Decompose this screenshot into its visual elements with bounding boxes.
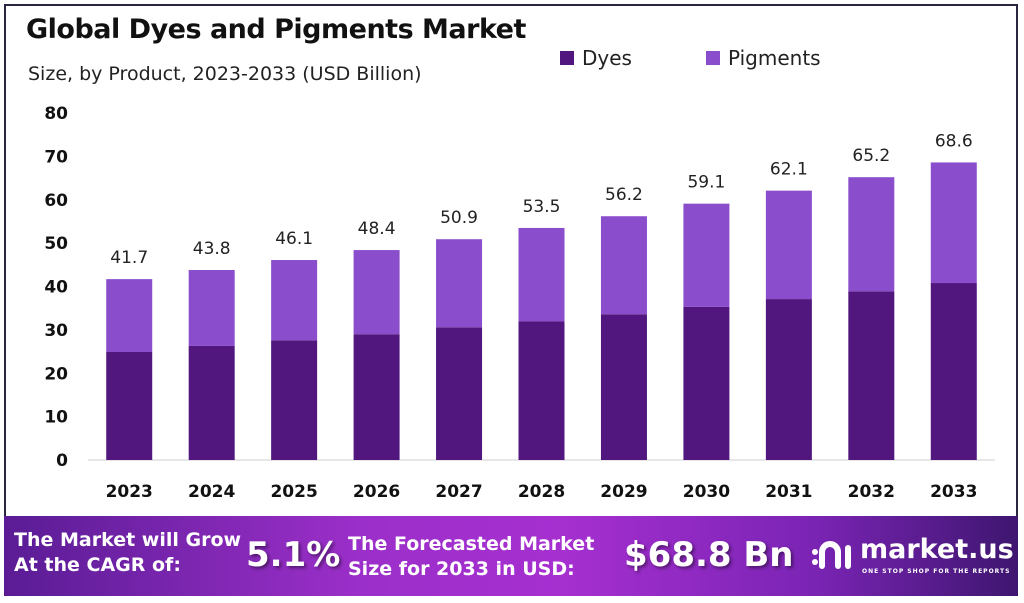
forecast-value: $68.8 Bn [624,535,794,575]
bar-segment-dyes [518,321,565,460]
logo-tagline: ONE STOP SHOP FOR THE REPORTS [862,568,1011,575]
forecast-caption-line1: The Forecasted Market [348,533,595,555]
market-us-logo-icon [812,541,851,569]
y-tick-label: 80 [44,104,68,124]
bar-segment-dyes [600,314,647,460]
legend-item-dyes: Dyes [560,46,632,70]
y-tick-label: 30 [44,321,68,341]
x-tick-label: 2033 [930,482,977,502]
legend-label-dyes: Dyes [582,46,632,70]
chart-title: Global Dyes and Pigments Market [26,14,526,45]
forecast-caption-line2: Size for 2033 in USD: [348,558,575,580]
bar-segment-pigments [271,260,318,341]
bar-segment-dyes [188,345,235,460]
total-data-label: 62.1 [770,160,808,180]
y-tick-label: 0 [56,451,68,471]
cagr-value: 5.1% [246,535,341,575]
legend-swatch-dyes [560,51,574,65]
bar-chart: 0102030405060708041.7202343.8202446.1202… [44,104,995,502]
total-data-label: 53.5 [523,197,561,217]
y-tick-label: 70 [44,147,68,167]
total-data-label: 65.2 [852,146,890,166]
y-tick-label: 20 [44,364,68,384]
y-tick-label: 10 [44,408,68,428]
x-tick-label: 2023 [106,482,153,502]
bar-segment-dyes [930,283,977,460]
total-data-label: 59.1 [687,173,725,193]
bar-segment-dyes [765,299,812,460]
x-tick-label: 2028 [518,482,565,502]
chart-subtitle: Size, by Product, 2023-2033 (USD Billion… [28,63,422,85]
cagr-caption-line1: The Market will Grow [14,529,242,551]
legend-label-pigments: Pigments [728,46,821,70]
bar-segment-pigments [848,177,895,292]
total-data-label: 56.2 [605,185,643,205]
legend-swatch-pigments [706,51,720,65]
bar-segment-pigments [683,203,730,307]
total-data-label: 43.8 [193,239,231,259]
bar-segment-dyes [106,351,153,460]
bar-segment-pigments [188,270,235,346]
logo-text: market.us [860,534,1014,565]
total-data-label: 50.9 [440,208,478,228]
total-data-label: 46.1 [275,229,313,249]
x-tick-label: 2026 [353,482,400,502]
bar-segment-pigments [518,227,565,322]
x-tick-label: 2032 [848,482,895,502]
bar-segment-pigments [930,162,977,284]
bar-segment-dyes [353,334,400,460]
total-data-label: 41.7 [110,248,148,268]
legend-item-pigments: Pigments [706,46,821,70]
bar-segment-pigments [353,250,400,335]
bar-segment-pigments [436,239,483,328]
cagr-caption-line2: At the CAGR of: [14,554,181,576]
x-tick-label: 2027 [435,482,482,502]
bar-segment-dyes [683,306,730,460]
bar-segment-pigments [600,216,647,315]
bar-segment-dyes [848,291,895,460]
x-tick-label: 2025 [270,482,317,502]
total-data-label: 48.4 [358,219,396,239]
x-tick-label: 2029 [600,482,647,502]
y-tick-label: 60 [44,191,68,211]
x-tick-label: 2024 [188,482,235,502]
bar-segment-pigments [106,279,153,352]
y-tick-label: 40 [44,278,68,298]
y-tick-label: 50 [44,234,68,254]
x-tick-label: 2030 [683,482,730,502]
bar-segment-dyes [271,340,318,460]
bar-segment-pigments [765,190,812,300]
x-tick-label: 2031 [765,482,812,502]
bar-segment-dyes [436,327,483,460]
total-data-label: 68.6 [935,131,973,151]
